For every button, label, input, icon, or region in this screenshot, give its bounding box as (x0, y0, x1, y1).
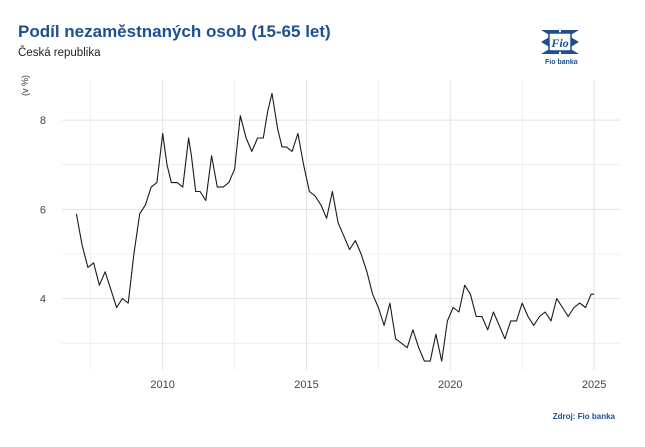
axis-ticks: 4 6 8 2010 2015 2020 2025 (40, 115, 606, 391)
x-tick-label: 2010 (150, 379, 174, 391)
x-tick-label: 2015 (294, 379, 318, 391)
fio-logo-icon: Fio (537, 24, 583, 64)
y-tick-label: 4 (40, 294, 46, 306)
chart-subtitle: Česká republika (18, 47, 101, 59)
chart-grid (62, 80, 620, 370)
chart-title: Podíl nezaměstnaných osob (15-65 let) (18, 22, 331, 41)
x-tick-label: 2020 (438, 379, 462, 391)
source-note: Zdroj: Fio banka (552, 412, 615, 421)
logo-mark-text: Fio (550, 36, 568, 50)
y-tick-label: 6 (40, 204, 46, 216)
logo-text: Fio banka (545, 59, 578, 66)
x-tick-label: 2025 (582, 379, 606, 391)
series-line (75, 92, 595, 362)
y-tick-label: 8 (40, 115, 46, 127)
